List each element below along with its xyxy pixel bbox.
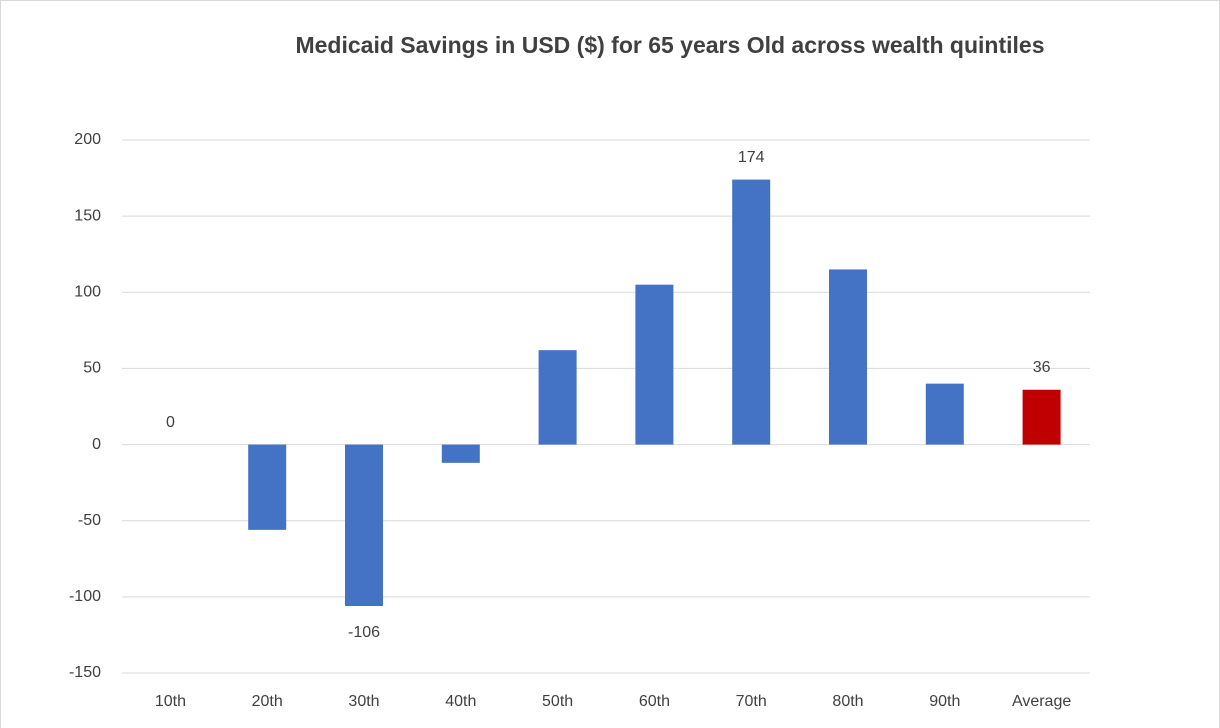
bar [345,444,383,606]
bar [635,284,674,445]
data-label: -106 [348,624,380,641]
bar [248,444,287,530]
bar [1022,389,1061,445]
bar [538,350,577,445]
y-tick-label: -150 [69,664,101,681]
x-tick-label: 20th [252,693,283,710]
data-label: 174 [738,149,765,166]
y-tick-label: 0 [92,436,101,453]
bar [829,269,867,445]
y-tick-label: 50 [83,360,101,377]
y-tick-label: 150 [74,207,101,224]
bar [441,444,480,463]
data-label: 36 [1033,359,1051,376]
bar [732,179,771,445]
x-tick-label: 40th [445,693,476,710]
bar [925,383,964,445]
x-tick-label: 60th [639,693,670,710]
y-tick-label: 100 [74,284,101,301]
y-tick-label: -50 [78,512,101,529]
y-tick-label: -100 [69,588,101,605]
data-label: 0 [166,414,175,431]
y-tick-label: 200 [74,131,101,148]
x-tick-label: 80th [832,693,863,710]
x-tick-label: Average [1012,693,1071,710]
x-tick-label: 70th [736,693,767,710]
x-tick-label: 30th [348,693,379,710]
x-tick-label: 90th [929,693,960,710]
x-tick-label: 50th [542,693,573,710]
chart-title: Medicaid Savings in USD ($) for 65 years… [295,32,1044,58]
x-tick-label: 10th [155,693,186,710]
